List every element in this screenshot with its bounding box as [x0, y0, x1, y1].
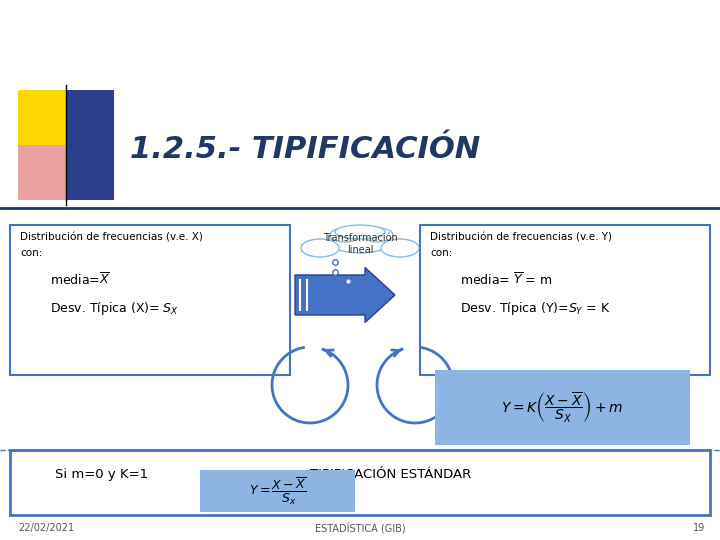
FancyBboxPatch shape — [10, 225, 290, 375]
Bar — [66, 90, 114, 200]
FancyArrow shape — [225, 472, 290, 496]
Ellipse shape — [330, 228, 360, 242]
FancyArrow shape — [295, 267, 395, 322]
Text: 1.2.5.- TIPIFICACIÓN: 1.2.5.- TIPIFICACIÓN — [130, 136, 480, 165]
Text: media= $\overline{Y}$ = m: media= $\overline{Y}$ = m — [460, 272, 552, 288]
Ellipse shape — [363, 228, 393, 242]
Ellipse shape — [381, 239, 419, 257]
Text: TIPIFICACIÓN ESTÁNDAR: TIPIFICACIÓN ESTÁNDAR — [310, 468, 472, 481]
Text: Si m=0 y K=1: Si m=0 y K=1 — [55, 468, 148, 481]
Text: 22/02/2021: 22/02/2021 — [18, 523, 74, 533]
Text: Distribución de frecuencias (v.e. Y): Distribución de frecuencias (v.e. Y) — [430, 232, 612, 242]
FancyBboxPatch shape — [200, 470, 355, 512]
Text: 19: 19 — [693, 523, 705, 533]
Ellipse shape — [335, 225, 385, 239]
Text: $Y = K\left(\dfrac{X - \overline{X}}{S_X}\right) + m$: $Y = K\left(\dfrac{X - \overline{X}}{S_X… — [501, 391, 623, 425]
Ellipse shape — [301, 239, 339, 257]
Bar — [18, 90, 66, 145]
Text: media=$\overline{X}$: media=$\overline{X}$ — [50, 272, 110, 288]
Text: Desv. Típica (X)= $S_X$: Desv. Típica (X)= $S_X$ — [50, 300, 179, 317]
FancyBboxPatch shape — [10, 450, 710, 515]
FancyBboxPatch shape — [420, 225, 710, 375]
Bar — [18, 145, 66, 200]
Text: ESTADÍSTICA (GIB): ESTADÍSTICA (GIB) — [315, 522, 405, 534]
Text: $Y = \dfrac{X - \overline{X}}{S_x}$: $Y = \dfrac{X - \overline{X}}{S_x}$ — [249, 475, 307, 507]
Text: con:: con: — [20, 248, 42, 258]
Text: Distribución de frecuencias (v.e. X): Distribución de frecuencias (v.e. X) — [20, 232, 203, 242]
FancyBboxPatch shape — [435, 370, 690, 445]
Text: Desv. Típica (Y)=$S_Y$ = K: Desv. Típica (Y)=$S_Y$ = K — [460, 300, 611, 317]
Ellipse shape — [330, 231, 390, 253]
Text: Transformación
lineal: Transformación lineal — [323, 233, 397, 255]
Text: con:: con: — [430, 248, 452, 258]
